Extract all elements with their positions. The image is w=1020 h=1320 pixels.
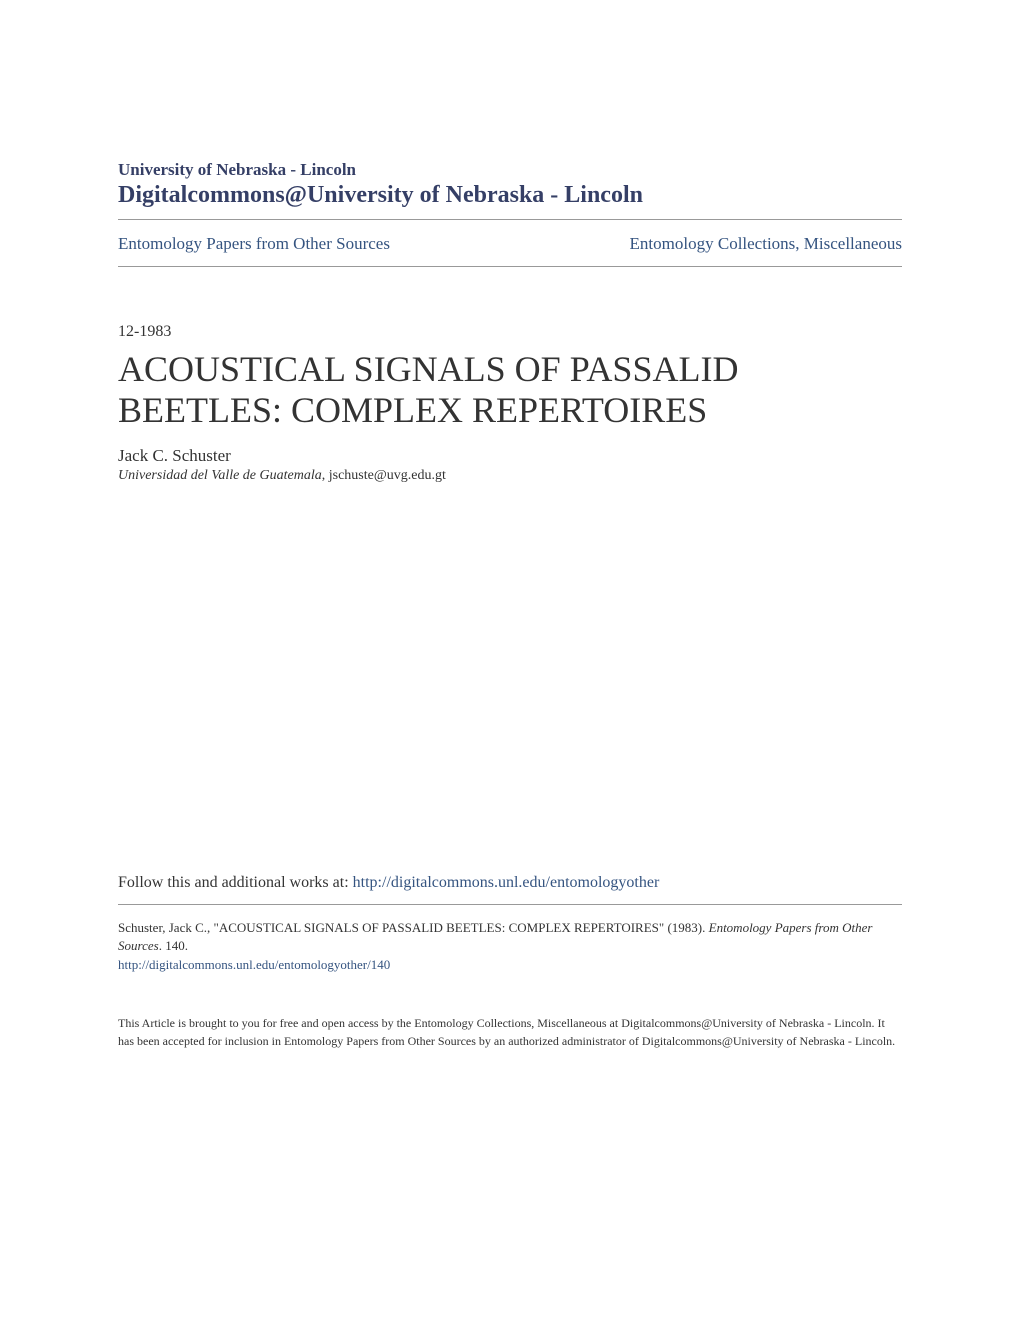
collection-link-right[interactable]: Entomology Collections, Miscellaneous: [630, 234, 902, 254]
nav-divider: [118, 266, 902, 267]
follow-section: Follow this and additional works at: htt…: [118, 874, 902, 904]
affiliation-institution: Universidad del Valle de Guatemala: [118, 468, 322, 483]
citation-prefix: Schuster, Jack C., "ACOUSTICAL SIGNALS O…: [118, 920, 709, 935]
citation-suffix: . 140.: [159, 938, 188, 953]
follow-link[interactable]: http://digitalcommons.unl.edu/entomology…: [353, 874, 660, 891]
citation-url[interactable]: http://digitalcommons.unl.edu/entomology…: [118, 957, 902, 973]
institution-name: University of Nebraska - Lincoln: [118, 160, 902, 180]
author-affiliation: Universidad del Valle de Guatemala, jsch…: [118, 468, 902, 484]
article-title: ACOUSTICAL SIGNALS OF PASSALID BEETLES: …: [118, 349, 902, 432]
recommended-citation: Schuster, Jack C., "ACOUSTICAL SIGNALS O…: [118, 919, 902, 955]
repository-name: Digitalcommons@University of Nebraska - …: [118, 182, 902, 209]
publication-date: 12-1983: [118, 323, 902, 341]
author-name: Jack C. Schuster: [118, 446, 902, 466]
access-statement: This Article is brought to you for free …: [118, 1015, 902, 1050]
breadcrumb-nav: Entomology Papers from Other Sources Ent…: [118, 220, 902, 266]
collection-link-left[interactable]: Entomology Papers from Other Sources: [118, 234, 390, 254]
affiliation-email: , jschuste@uvg.edu.gt: [322, 468, 446, 483]
follow-divider: [118, 904, 902, 905]
follow-text: Follow this and additional works at:: [118, 874, 353, 891]
